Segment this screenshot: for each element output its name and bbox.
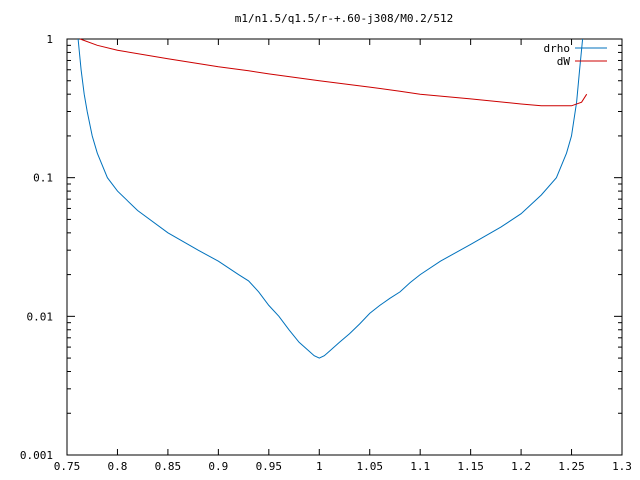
series-layer [77, 38, 588, 359]
x-tick-label: 1.15 [457, 460, 484, 473]
legend-label-drho: drho [544, 42, 571, 55]
y-axis: 0.001 0.01 0.1 1 [20, 33, 622, 462]
x-tick-label: 1 [316, 460, 323, 473]
x-tick-label: 0.85 [155, 460, 182, 473]
y-tick-label: 0.001 [20, 449, 53, 462]
plot-frame [66, 38, 623, 456]
x-tick-label: 0.75 [54, 460, 81, 473]
x-tick-label: 1.25 [558, 460, 585, 473]
x-tick-label: 0.95 [256, 460, 283, 473]
x-tick-label: 1.1 [410, 460, 430, 473]
series-dW-line [79, 38, 588, 107]
y-tick-label: 0.01 [27, 310, 54, 323]
chart-title: m1/n1.5/q1.5/r-+.60-j308/M0.2/512 [235, 12, 454, 25]
y-tick-label: 1 [46, 33, 53, 46]
legend-label-dW: dW [557, 55, 571, 68]
x-tick-label: 0.8 [108, 460, 128, 473]
y-tick-label: 0.1 [33, 172, 53, 185]
x-tick-label: 1.3 [612, 460, 632, 473]
x-tick-label: 1.2 [511, 460, 531, 473]
series-drho-line [77, 38, 584, 359]
x-tick-label: 1.05 [356, 460, 383, 473]
x-axis: 0.75 0.8 0.85 0.9 0.95 1 1.05 1.1 1.15 1.2 1.25 1.3 [54, 39, 632, 473]
x-tick-label: 0.9 [208, 460, 228, 473]
